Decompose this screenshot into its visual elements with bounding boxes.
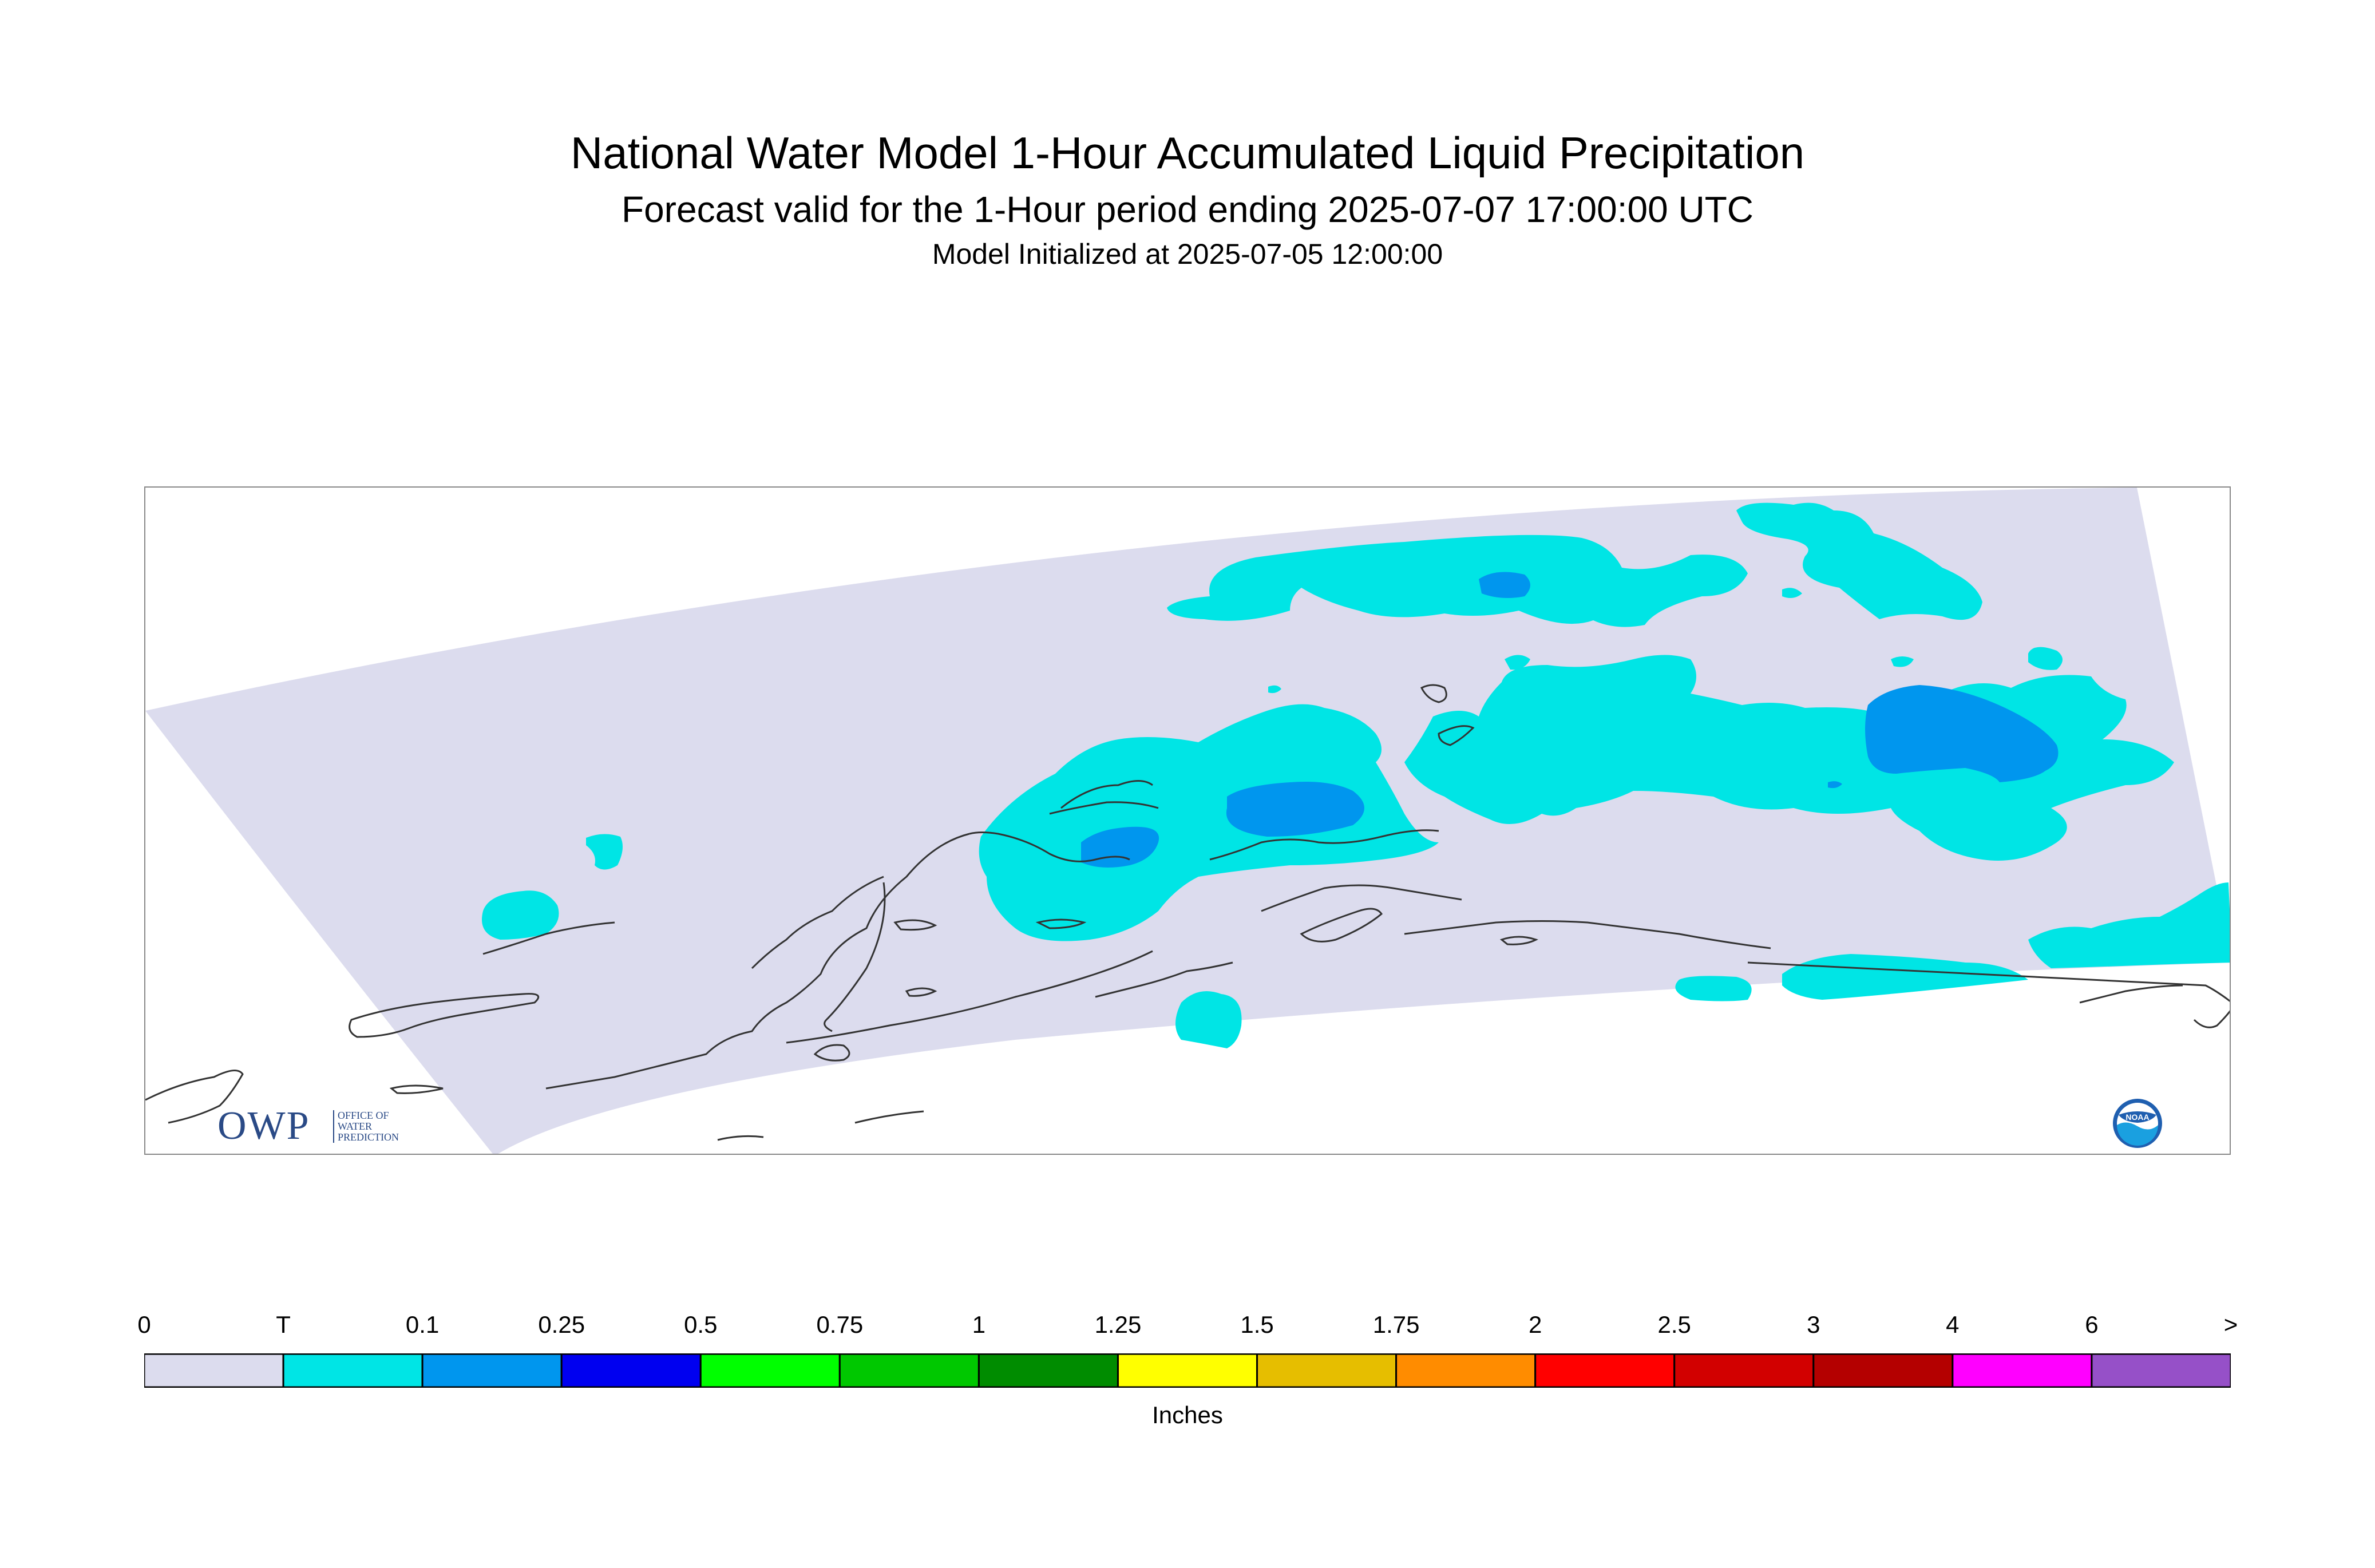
legend-label: 1.25	[1094, 1311, 1142, 1338]
owp-logo-letters: OWP	[217, 1104, 310, 1148]
coast-panhandle	[2079, 984, 2183, 1004]
coast-chukotka-south	[145, 1070, 244, 1124]
coast-kenai	[1261, 884, 1462, 912]
legend-label: 0.25	[538, 1311, 585, 1338]
legend-labels: 0 T 0.1 0.25 0.5 0.75 1 1.25 1.5 1.75 2 2.5 3 4 6 >	[0, 1310, 2375, 1345]
light-area-east	[1865, 685, 2059, 782]
legend-label: >	[2223, 1311, 2238, 1338]
map-frame	[144, 486, 2231, 1155]
coast-sw-alaska-island	[905, 987, 937, 997]
legend-swatch	[282, 1353, 423, 1388]
coast-lake-2	[893, 919, 937, 931]
trace-area-se-large	[2028, 882, 2230, 968]
light-area-tiny	[1828, 781, 1842, 789]
trace-area-west-small	[586, 834, 623, 870]
noaa-emblem: NOAA	[2113, 1099, 2162, 1148]
trace-area-small-ne3	[2028, 647, 2063, 670]
coast-aleutian-1	[854, 1110, 924, 1124]
legend-swatch	[2091, 1353, 2231, 1388]
legend-label: 3	[1807, 1311, 1820, 1338]
legend-label: T	[276, 1311, 291, 1338]
legend-swatch	[1952, 1353, 2093, 1388]
trace-area-central	[979, 704, 1439, 941]
coast-se-island	[1499, 936, 1538, 945]
coast-se-corner	[2193, 1010, 2230, 1028]
legend-swatch	[1534, 1353, 1676, 1388]
trace-area-north-central	[1167, 534, 1748, 627]
legend-swatch	[1256, 1353, 1398, 1388]
owp-logo-text: OFFICE OF WATER PREDICTION	[333, 1110, 399, 1143]
coast-aleutian-2	[717, 1135, 764, 1141]
legend-swatch	[1117, 1353, 1258, 1388]
coast-mainland-west	[545, 833, 970, 1090]
coast-inlet	[1209, 829, 1439, 861]
light-area-central-east	[1226, 782, 1364, 837]
coast-southeast	[1747, 961, 2230, 1002]
legend-swatch	[838, 1353, 980, 1388]
legend-label: 1.5	[1240, 1311, 1274, 1338]
legend-swatch	[144, 1353, 284, 1388]
coast-peninsula	[786, 950, 1153, 1044]
noaa-logo-text: NOAA	[2125, 1112, 2149, 1122]
legend-label: 1	[972, 1311, 986, 1338]
legend-units: Inches	[1152, 1401, 1223, 1428]
light-precip-areas	[1081, 572, 2059, 868]
model-init-text: Model Initialized at 2025-07-05 12:00:00	[932, 238, 1443, 270]
coastlines	[145, 684, 2230, 1141]
legend-swatch	[560, 1353, 702, 1388]
trace-area-small-ne2	[1891, 656, 1914, 667]
legend-label: 0	[137, 1311, 151, 1338]
coast-kodiak	[1300, 908, 1383, 943]
coast-yukon-delta	[969, 831, 1130, 862]
trace-area-south-island	[1175, 991, 1242, 1048]
legend-colorbar	[144, 1353, 2231, 1388]
light-area-north	[1479, 572, 1530, 599]
trace-area-west-blob	[482, 890, 559, 940]
coast-chain	[1095, 961, 1233, 998]
coast-chukotka	[349, 993, 540, 1038]
coast-gulf	[1404, 920, 1771, 949]
coast-bristol-islands	[813, 1044, 850, 1062]
coast-north-lake	[1438, 725, 1475, 746]
trace-area-small-ne1	[1782, 588, 1802, 599]
trace-area-northeast	[1736, 502, 1982, 620]
coast-norton-sound	[1049, 801, 1159, 815]
coast-north-island	[1420, 684, 1447, 703]
coast-lake-iliamna	[1035, 918, 1087, 929]
owp-logo-line-2: WATER	[338, 1120, 372, 1132]
owp-logo-line-3: PREDICTION	[338, 1131, 399, 1143]
light-area-central-west	[1081, 826, 1159, 868]
coast-river-1	[824, 882, 886, 1032]
legend-label: 6	[2085, 1311, 2099, 1338]
owp-logo-line-1: OFFICE OF	[338, 1110, 389, 1121]
legend-swatch	[1673, 1353, 1815, 1388]
coast-kuskokwim	[751, 876, 884, 969]
legend-swatch	[699, 1353, 841, 1388]
trace-area-southeast	[1675, 976, 1752, 1001]
legend-label: 0.5	[684, 1311, 718, 1338]
legend-label: 1.75	[1372, 1311, 1420, 1338]
legend-swatch	[1395, 1353, 1537, 1388]
trace-area-south-strip	[1782, 954, 2028, 1000]
owp-logo: OWP OFFICE OF WATER PREDICTION	[217, 1103, 435, 1149]
coast-st-lawrence	[482, 921, 615, 955]
trace-area-tiny1	[1268, 685, 1281, 694]
legend-label: 0.1	[405, 1311, 440, 1338]
map-title: National Water Model 1-Hour Accumulated …	[570, 128, 1805, 178]
legend-label: 2.5	[1657, 1311, 1691, 1338]
legend-label: 4	[1946, 1311, 1960, 1338]
legend-label: 2	[1528, 1311, 1542, 1338]
precipitation-map	[145, 488, 2230, 1154]
map-subtitle: Forecast valid for the 1-Hour period end…	[621, 189, 1754, 230]
legend-label: 0.75	[816, 1311, 864, 1338]
trace-area-small-w	[1505, 655, 1530, 670]
legend-swatch	[421, 1353, 563, 1388]
trace-area-se-small	[2103, 955, 2123, 967]
noaa-logo: NOAA	[2112, 1098, 2163, 1149]
legend-swatch	[977, 1353, 1119, 1388]
coast-sw-island	[389, 1084, 444, 1094]
legend-bar-svg	[144, 1353, 2231, 1388]
legend-swatch	[1812, 1353, 1954, 1388]
coast-river-2	[1060, 780, 1153, 809]
